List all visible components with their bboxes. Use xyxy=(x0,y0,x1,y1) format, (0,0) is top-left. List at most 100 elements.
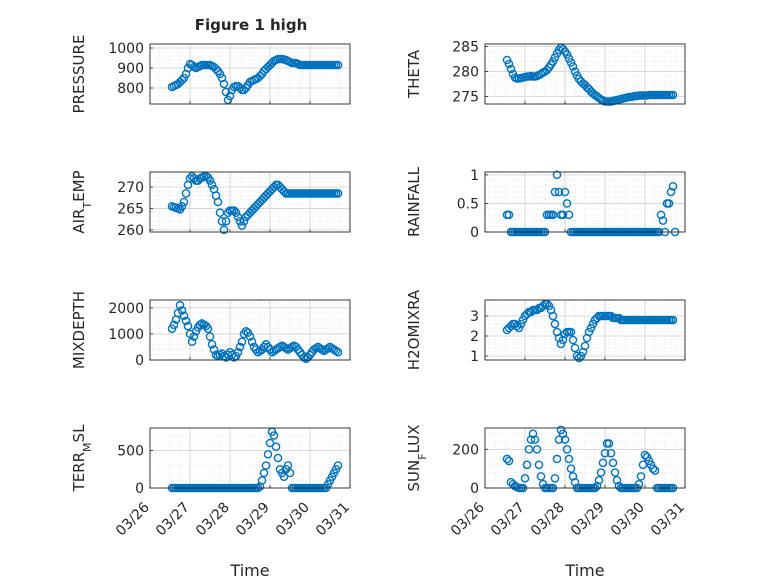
data-point xyxy=(566,327,576,337)
data-point xyxy=(592,481,602,491)
y-tick-label: 1 xyxy=(470,349,479,365)
data-point xyxy=(506,321,516,331)
data-point xyxy=(558,210,568,220)
subplot-4: 0 0.5 1 RAINFALL xyxy=(405,166,686,241)
data-point xyxy=(331,346,341,356)
data-point xyxy=(562,444,572,454)
data-point xyxy=(183,321,193,331)
data-point xyxy=(666,187,676,197)
data-point xyxy=(275,342,285,352)
subplot-2: 275 280 285 THETA xyxy=(405,40,686,106)
data-point xyxy=(558,44,568,54)
data-point xyxy=(217,216,227,226)
data-point xyxy=(333,189,343,198)
data-point xyxy=(203,324,213,333)
data-point xyxy=(241,327,251,336)
data-point xyxy=(566,58,576,67)
data-point xyxy=(175,300,185,310)
subplot-5: 0 1000 2000 MIXDEPTH xyxy=(70,291,351,369)
data-point xyxy=(520,474,530,483)
y-tick-label: 0 xyxy=(470,481,479,497)
data-point xyxy=(502,55,512,65)
data-point xyxy=(195,320,205,330)
x-axis-label: Time xyxy=(229,561,269,580)
data-point xyxy=(506,64,516,74)
data-point xyxy=(556,339,566,349)
data-point xyxy=(532,305,542,315)
data-point xyxy=(548,210,558,220)
x-axis-label: Time xyxy=(564,561,604,580)
data-point xyxy=(606,448,616,458)
data-point xyxy=(273,453,283,463)
axes-box xyxy=(484,427,686,489)
axes-box xyxy=(149,299,351,361)
data-point xyxy=(207,340,217,349)
y-axis-label-7: TERRMSL xyxy=(70,424,94,493)
data-point xyxy=(552,170,562,180)
data-point xyxy=(524,444,534,454)
data-point xyxy=(219,79,229,89)
data-point xyxy=(554,45,564,55)
data-point xyxy=(205,176,215,185)
y-tick-label: 0 xyxy=(135,353,144,369)
y-tick-label: 2000 xyxy=(108,301,144,317)
data-point xyxy=(177,306,187,315)
data-point xyxy=(568,335,578,345)
axes-box xyxy=(484,43,686,105)
data-point xyxy=(269,431,279,440)
axes-box xyxy=(484,171,686,233)
data-point xyxy=(205,332,215,341)
data-point xyxy=(566,464,576,473)
y-tick-label: 0.5 xyxy=(457,196,479,212)
y-tick-label: 260 xyxy=(117,223,144,239)
data-point xyxy=(179,197,189,207)
data-point xyxy=(550,187,560,197)
data-point xyxy=(550,474,560,483)
data-point xyxy=(562,199,572,208)
data-point xyxy=(594,475,604,485)
data-point xyxy=(664,199,674,208)
data-point xyxy=(504,456,514,466)
data-point xyxy=(610,468,620,477)
y-tick-label: 1 xyxy=(470,168,479,184)
data-point xyxy=(257,476,267,485)
data-point xyxy=(229,206,239,215)
data-point xyxy=(596,468,606,477)
data-point xyxy=(570,343,580,353)
data-point xyxy=(554,435,564,444)
data-point xyxy=(562,50,572,59)
data-point xyxy=(279,472,289,482)
data-point xyxy=(207,180,217,190)
data-point xyxy=(668,315,678,325)
data-point xyxy=(231,208,241,218)
data-point xyxy=(169,320,179,330)
subplot-6: 1 2 3 H2OMIXRA xyxy=(405,289,686,370)
data-point xyxy=(636,472,646,481)
data-point xyxy=(271,442,281,452)
data-point xyxy=(528,429,538,439)
data-point xyxy=(588,319,598,329)
data-point xyxy=(570,67,580,76)
data-point xyxy=(197,173,207,182)
data-point xyxy=(237,221,247,230)
data-point xyxy=(215,69,225,79)
axes-box xyxy=(149,43,351,105)
data-point xyxy=(235,342,245,352)
data-point xyxy=(219,225,229,235)
data-point xyxy=(235,216,245,226)
data-point xyxy=(564,54,574,63)
data-point xyxy=(570,477,580,487)
y-axis-label-1: PRESSURE xyxy=(70,35,88,114)
data-point xyxy=(181,316,191,326)
data-point xyxy=(512,321,522,331)
data-point xyxy=(179,311,189,320)
data-point xyxy=(530,435,540,444)
y-axis-label-3: AIRTEMP xyxy=(70,170,94,233)
data-point xyxy=(229,353,239,362)
data-point xyxy=(598,458,608,468)
y-tick-label: 800 xyxy=(117,81,144,97)
data-point xyxy=(560,187,570,197)
y-axis-label-4: RAINFALL xyxy=(405,166,423,237)
